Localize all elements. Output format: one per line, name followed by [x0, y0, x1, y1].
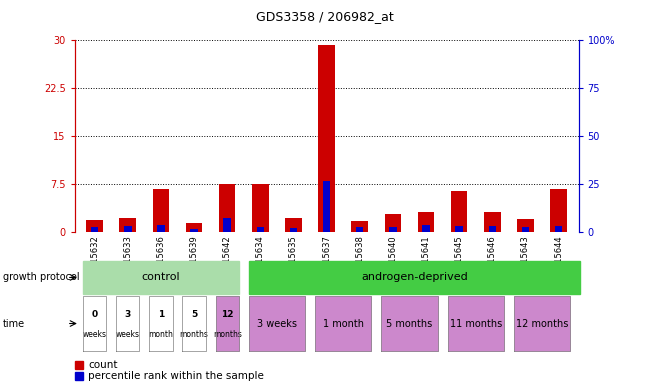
- Bar: [190, 229, 198, 232]
- Bar: [418, 212, 434, 232]
- Bar: [91, 227, 98, 232]
- Text: 11 months: 11 months: [450, 318, 502, 329]
- Text: time: time: [3, 318, 25, 329]
- Bar: [422, 225, 430, 232]
- Bar: [120, 218, 136, 232]
- Bar: [86, 220, 103, 232]
- Bar: [124, 226, 131, 232]
- Bar: [456, 226, 463, 232]
- Bar: [186, 223, 202, 232]
- Text: growth protocol: growth protocol: [3, 272, 80, 283]
- Bar: [522, 227, 529, 232]
- Bar: [555, 226, 562, 232]
- Bar: [318, 45, 335, 232]
- Bar: [153, 189, 169, 232]
- Bar: [489, 226, 496, 232]
- Bar: [356, 227, 363, 232]
- Bar: [290, 228, 297, 232]
- Text: 1: 1: [158, 310, 164, 319]
- Text: androgen-deprived: androgen-deprived: [361, 272, 468, 283]
- Text: 1 month: 1 month: [322, 318, 364, 329]
- Text: 12: 12: [221, 310, 233, 319]
- Bar: [157, 225, 164, 232]
- Bar: [285, 218, 302, 232]
- Bar: [389, 227, 396, 232]
- Text: control: control: [142, 272, 180, 283]
- Bar: [252, 184, 268, 232]
- Bar: [551, 189, 567, 232]
- Text: 5: 5: [191, 310, 197, 319]
- Bar: [484, 212, 500, 232]
- Text: percentile rank within the sample: percentile rank within the sample: [88, 371, 265, 381]
- Text: weeks: weeks: [83, 330, 107, 339]
- Text: 3: 3: [125, 310, 131, 319]
- Bar: [517, 219, 534, 232]
- Bar: [352, 222, 368, 232]
- Text: 12 months: 12 months: [516, 318, 568, 329]
- Bar: [385, 214, 401, 232]
- Text: weeks: weeks: [116, 330, 140, 339]
- Bar: [224, 218, 231, 232]
- Text: 3 weeks: 3 weeks: [257, 318, 297, 329]
- Text: 0: 0: [92, 310, 98, 319]
- Text: month: month: [148, 330, 174, 339]
- Text: GDS3358 / 206982_at: GDS3358 / 206982_at: [256, 10, 394, 23]
- Text: 5 months: 5 months: [386, 318, 433, 329]
- Bar: [323, 181, 330, 232]
- Text: count: count: [88, 360, 118, 370]
- Bar: [451, 191, 467, 232]
- Bar: [219, 184, 235, 232]
- Bar: [257, 227, 264, 232]
- Text: months: months: [179, 330, 209, 339]
- Text: months: months: [213, 330, 242, 339]
